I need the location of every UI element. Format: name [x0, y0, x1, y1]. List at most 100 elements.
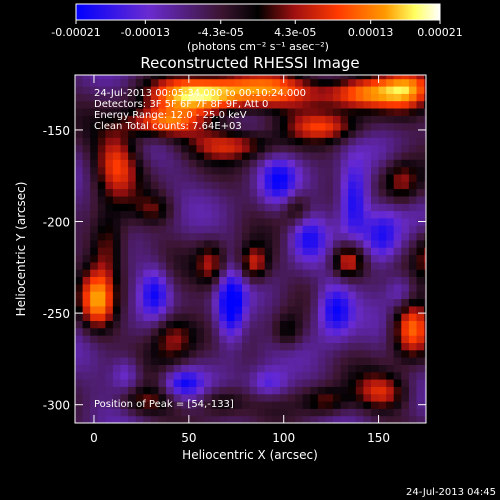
- heatmap-cell: [211, 75, 220, 80]
- heatmap-cell: [112, 408, 122, 417]
- heatmap-cell: [348, 342, 357, 351]
- heatmap-cell: [355, 203, 364, 212]
- heatmap-cell: [166, 115, 175, 124]
- heatmap-cell: [363, 371, 372, 380]
- heatmap-cell: [204, 86, 213, 94]
- heatmap-cell: [143, 261, 152, 270]
- heatmap-cell: [105, 415, 114, 423]
- heatmap-cell: [287, 283, 296, 292]
- heatmap-cell: [310, 129, 319, 138]
- heatmap-cell: [188, 349, 197, 358]
- heatmap-cell: [135, 225, 144, 234]
- heatmap-cell: [219, 203, 228, 212]
- heatmap-cell: [90, 159, 99, 168]
- heatmap-cell: [219, 415, 228, 423]
- heatmap-cell: [295, 100, 304, 109]
- heatmap-cell: [416, 276, 425, 285]
- heatmap-cell: [363, 122, 372, 131]
- heatmap-cell: [386, 122, 395, 131]
- heatmap-cell: [302, 379, 311, 387]
- heatmap-cell: [128, 298, 137, 307]
- heatmap-cell: [97, 93, 106, 102]
- heatmap-cell: [242, 261, 251, 270]
- heatmap-cell: [317, 75, 327, 80]
- heatmap-cell: [386, 188, 395, 197]
- heatmap-cell: [166, 283, 175, 292]
- heatmap-cell: [401, 93, 410, 102]
- heatmap-cell: [150, 342, 160, 351]
- heatmap-cell: [302, 115, 311, 124]
- heatmap-cell: [408, 122, 418, 131]
- heatmap-cell: [378, 364, 387, 373]
- heatmap-cell: [355, 320, 364, 329]
- heatmap-cell: [393, 247, 402, 256]
- heatmap-cell: [355, 408, 364, 417]
- heatmap-cell: [279, 115, 289, 124]
- heatmap-cell: [75, 232, 84, 241]
- heatmap-cell: [393, 313, 402, 321]
- heatmap-cell: [279, 173, 289, 182]
- heatmap-cell: [242, 291, 251, 299]
- heatmap-cell: [158, 401, 167, 409]
- heatmap-cell: [371, 276, 380, 285]
- heatmap-cell: [264, 269, 273, 277]
- heatmap-cell: [295, 327, 304, 336]
- heatmap-cell: [158, 239, 167, 248]
- heatmap-cell: [371, 349, 380, 358]
- heatmap-cell: [317, 386, 327, 395]
- y-tick-label: -250: [43, 307, 70, 321]
- heatmap-cell: [340, 401, 349, 409]
- heatmap-cell: [333, 393, 342, 402]
- heatmap-cell: [363, 393, 372, 402]
- heatmap-cell: [158, 173, 167, 182]
- heatmap-cell: [135, 386, 144, 395]
- heatmap-cell: [378, 166, 387, 175]
- heatmap-cell: [75, 203, 84, 212]
- heatmap-cell: [181, 276, 190, 285]
- heatmap-cell: [143, 364, 152, 373]
- heatmap-cell: [408, 283, 418, 292]
- heatmap-cell: [112, 108, 122, 116]
- heatmap-cell: [242, 269, 251, 277]
- heatmap-cell: [97, 78, 106, 87]
- heatmap-cell: [355, 129, 364, 138]
- heatmap-cell: [408, 217, 418, 226]
- heatmap-cell: [226, 254, 235, 263]
- heatmap-cell: [90, 298, 99, 307]
- heatmap-cell: [120, 327, 129, 336]
- heatmap-cell: [226, 247, 235, 256]
- heatmap-cell: [181, 217, 190, 226]
- heatmap-cell: [120, 225, 129, 234]
- heatmap-cell: [249, 393, 258, 402]
- heatmap-cell: [348, 166, 357, 175]
- heatmap-cell: [249, 78, 258, 87]
- heatmap-cell: [181, 78, 190, 87]
- heatmap-cell: [317, 335, 327, 343]
- heatmap-cell: [188, 320, 197, 329]
- heatmap-cell: [128, 137, 137, 146]
- heatmap-cell: [135, 151, 144, 160]
- heatmap-cell: [188, 151, 197, 160]
- heatmap-cell: [234, 115, 243, 124]
- heatmap-cell: [416, 203, 425, 212]
- heatmap-cell: [295, 342, 304, 351]
- heatmap-cell: [105, 210, 114, 219]
- heatmap-cell: [371, 129, 380, 138]
- heatmap-cell: [295, 239, 304, 248]
- heatmap-cell: [378, 195, 387, 204]
- heatmap-cell: [302, 247, 311, 256]
- heatmap-cell: [401, 100, 410, 109]
- heatmap-cell: [181, 335, 190, 343]
- heatmap-cell: [128, 129, 137, 138]
- heatmap-cell: [112, 239, 122, 248]
- heatmap-cell: [234, 108, 243, 116]
- heatmap-cell: [166, 217, 175, 226]
- heatmap-cell: [401, 386, 410, 395]
- heatmap-cell: [128, 217, 137, 226]
- heatmap-cell: [150, 415, 160, 423]
- heatmap-cell: [264, 335, 273, 343]
- heatmap-cell: [188, 181, 197, 190]
- heatmap-cell: [310, 239, 319, 248]
- heatmap-cell: [401, 379, 410, 387]
- heatmap-cell: [325, 75, 334, 80]
